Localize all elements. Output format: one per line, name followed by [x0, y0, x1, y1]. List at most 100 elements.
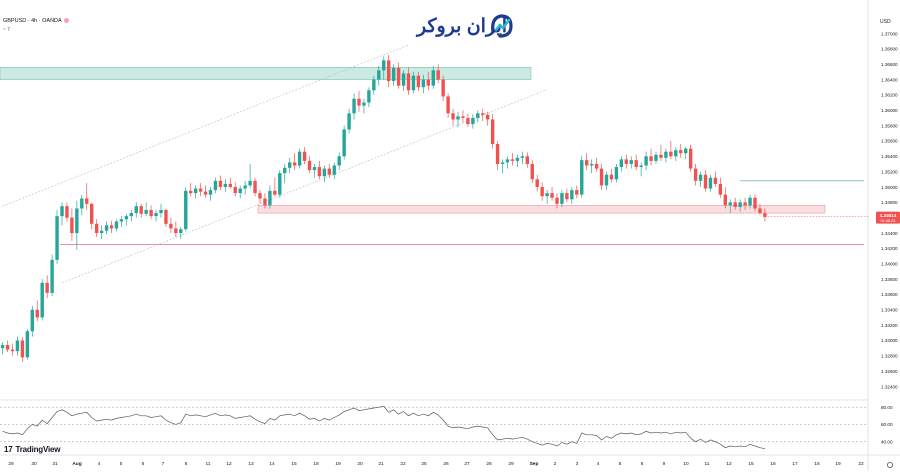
candle-body	[347, 113, 351, 130]
time-tick-label: Sep	[530, 461, 539, 467]
candle-body	[540, 186, 544, 197]
candle-body	[594, 163, 599, 169]
candle-body	[233, 186, 237, 194]
candle-body	[248, 180, 252, 186]
candle-body	[154, 213, 158, 217]
candle-body	[649, 156, 653, 161]
candle-body	[387, 60, 391, 82]
brand-logo: ایران بروکر	[388, 8, 518, 44]
candle-body	[119, 219, 124, 222]
candle-body	[144, 210, 148, 214]
indicator-toggle[interactable]: ~ 7	[3, 27, 11, 33]
candle-body	[10, 349, 15, 352]
candle-body	[723, 194, 727, 206]
current-price-tag[interactable]	[876, 211, 900, 224]
candle-body	[614, 167, 619, 180]
candle-body	[550, 193, 554, 198]
candle-body	[60, 206, 64, 217]
candle-body	[327, 168, 331, 175]
brand-logo-icon: ایران بروکر	[415, 14, 513, 38]
time-tick-label: 4	[597, 461, 600, 467]
candle-body	[382, 60, 386, 71]
candle-body	[664, 151, 668, 158]
candle-body	[679, 150, 683, 154]
time-tick-label: 6	[142, 461, 145, 467]
candle-body	[599, 168, 604, 186]
candle-body	[169, 223, 173, 229]
price-tick-label: 1.35000	[881, 185, 898, 190]
time-tick-label: 28	[486, 461, 492, 467]
rsi-level-label: 80.00	[881, 405, 893, 410]
candle-body	[332, 165, 336, 175]
candle-body	[312, 167, 317, 171]
candle-body	[530, 163, 534, 180]
candle-body	[99, 230, 104, 234]
channel-line[interactable]	[2, 44, 409, 207]
candle-body	[743, 202, 747, 206]
candle-body	[164, 210, 168, 224]
candle-body	[45, 282, 49, 293]
candle-body	[213, 180, 218, 191]
candle-body	[466, 117, 470, 125]
candle-body	[401, 73, 406, 86]
tradingview-watermark: 17 TradingView	[4, 445, 60, 454]
support-zone[interactable]	[257, 205, 826, 214]
candle-body	[436, 70, 440, 80]
candle-body	[634, 160, 638, 168]
time-tick-label: 15	[748, 461, 754, 467]
candle-body	[193, 188, 198, 194]
candle-body	[283, 167, 287, 174]
candle-body	[753, 197, 757, 209]
time-tick-label: 14	[269, 461, 275, 467]
time-tick-label: 20	[357, 461, 363, 467]
candle-body	[30, 309, 34, 332]
candle-body	[302, 151, 307, 161]
settings-gear-icon[interactable]	[887, 461, 894, 468]
candle-body	[297, 151, 302, 166]
candle-body	[495, 144, 500, 164]
candle-body	[505, 159, 510, 163]
candle-body	[411, 75, 416, 91]
current-price-countdown: 01:48:25	[881, 219, 896, 223]
candle-body	[263, 198, 267, 206]
candle-body	[159, 210, 163, 214]
resistance-zone[interactable]	[0, 67, 532, 80]
brand-name: ایران بروکر	[415, 16, 507, 37]
candle-body	[406, 73, 411, 91]
candle-body	[570, 190, 574, 200]
candle-body	[218, 180, 223, 187]
price-tick-label: 1.35600	[881, 139, 898, 144]
time-tick-label: 11	[206, 461, 211, 467]
time-tick-label: 25	[421, 461, 427, 467]
candle-body	[703, 174, 708, 189]
candle-body	[228, 183, 232, 187]
candle-body	[585, 160, 589, 166]
time-tick-label: 22	[858, 461, 864, 467]
time-tick-label: 19	[335, 461, 341, 467]
candle-body	[471, 117, 475, 125]
currency-label: USD	[880, 19, 891, 25]
time-tick-label: 10	[683, 461, 689, 467]
candle-body	[624, 159, 628, 164]
candle-body	[5, 345, 10, 350]
time-tick-label: Aug	[72, 461, 81, 467]
candle-body	[35, 309, 39, 318]
time-tick-label: 12	[226, 461, 232, 467]
price-tick-label: 1.36000	[881, 108, 898, 113]
candle-body	[456, 116, 460, 120]
candle-body	[575, 190, 579, 195]
candle-body	[441, 79, 445, 97]
time-tick-label: 21	[378, 461, 384, 467]
candle-body	[253, 180, 257, 194]
time-tick-label: 9	[663, 461, 666, 467]
candle-body	[352, 98, 356, 114]
price-tick-label: 1.34000	[881, 262, 898, 267]
rsi-level-label: 60.00	[881, 422, 893, 427]
time-tick-label: 30	[31, 461, 37, 467]
time-tick-label: 29	[508, 461, 514, 467]
candle-body	[619, 159, 624, 168]
candle-body	[490, 119, 495, 145]
time-tick-label: 27	[464, 461, 470, 467]
